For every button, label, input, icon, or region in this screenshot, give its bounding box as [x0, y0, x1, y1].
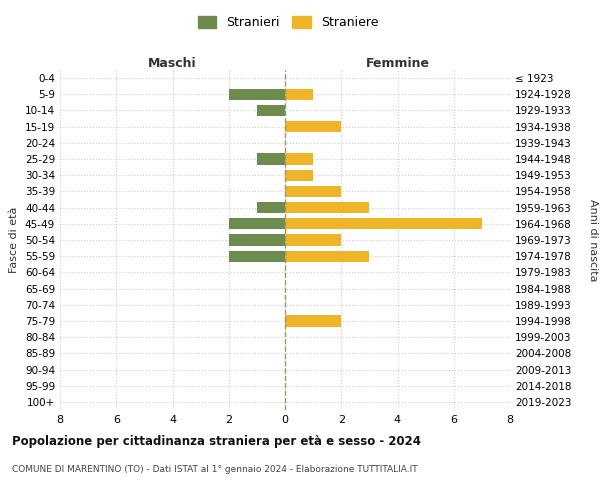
- Y-axis label: Fasce di età: Fasce di età: [10, 207, 19, 273]
- Bar: [285, 154, 313, 164]
- Bar: [229, 88, 285, 100]
- Bar: [285, 234, 341, 246]
- Bar: [285, 186, 341, 197]
- Bar: [229, 218, 285, 230]
- Text: COMUNE DI MARENTINO (TO) - Dati ISTAT al 1° gennaio 2024 - Elaborazione TUTTITAL: COMUNE DI MARENTINO (TO) - Dati ISTAT al…: [12, 465, 418, 474]
- Text: Femmine: Femmine: [365, 57, 430, 70]
- Bar: [285, 121, 341, 132]
- Bar: [285, 250, 370, 262]
- Bar: [285, 88, 313, 100]
- Bar: [285, 170, 313, 181]
- Bar: [285, 218, 482, 230]
- Bar: [285, 202, 370, 213]
- Bar: [257, 202, 285, 213]
- Bar: [229, 250, 285, 262]
- Legend: Stranieri, Straniere: Stranieri, Straniere: [193, 11, 383, 34]
- Text: Popolazione per cittadinanza straniera per età e sesso - 2024: Popolazione per cittadinanza straniera p…: [12, 435, 421, 448]
- Y-axis label: Anni di nascita: Anni di nascita: [588, 198, 598, 281]
- Bar: [229, 234, 285, 246]
- Bar: [285, 316, 341, 326]
- Bar: [257, 154, 285, 164]
- Text: Maschi: Maschi: [148, 57, 197, 70]
- Bar: [257, 105, 285, 116]
